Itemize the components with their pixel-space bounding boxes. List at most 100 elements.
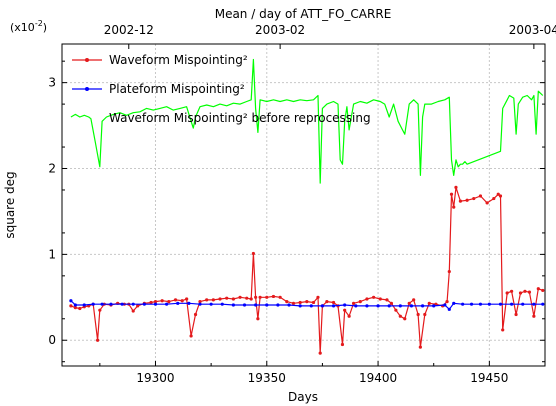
series-2	[70, 58, 544, 184]
data-point	[340, 342, 345, 347]
chart-title: Mean / day of ATT_FO_CARRE	[215, 7, 392, 21]
data-point	[242, 303, 247, 307]
data-point	[447, 269, 451, 274]
data-point	[142, 302, 146, 306]
data-point	[498, 302, 503, 306]
data-point	[187, 301, 191, 305]
data-point	[109, 302, 113, 306]
legend-label: Waveform Mispointing² before reprocessin…	[109, 111, 371, 125]
data-point	[325, 300, 329, 304]
data-point	[173, 298, 178, 302]
series-0	[69, 185, 545, 355]
data-point	[251, 251, 256, 256]
data-point	[478, 194, 483, 198]
data-point	[427, 301, 431, 305]
top-tick-label: 2003-02	[255, 23, 305, 37]
data-point	[96, 338, 100, 342]
data-point	[298, 304, 302, 308]
data-point	[351, 301, 356, 305]
data-point	[452, 205, 456, 209]
data-point	[271, 294, 276, 299]
data-point	[131, 302, 135, 306]
data-point	[231, 297, 235, 301]
data-point	[176, 301, 180, 305]
data-point	[305, 300, 309, 304]
data-point	[469, 302, 474, 306]
data-point	[343, 303, 347, 307]
y-axis-label: square deg	[3, 171, 17, 238]
x-tick-label: 19350	[248, 371, 286, 385]
data-point	[309, 304, 313, 308]
data-point	[245, 296, 249, 300]
data-point	[343, 308, 347, 312]
legend-marker	[85, 58, 89, 62]
data-point	[69, 299, 73, 303]
y-tick-label: 3	[48, 76, 56, 90]
plot-frame	[61, 43, 546, 367]
data-point	[318, 351, 322, 355]
data-point	[320, 304, 325, 308]
data-point	[498, 194, 503, 198]
data-point	[265, 295, 269, 299]
data-point	[265, 303, 269, 307]
axes: 19300 19350 19400 19450 0 1 2 3 2002-12 2003-02 20…	[48, 23, 556, 385]
data-point	[418, 345, 422, 349]
data-point	[225, 296, 229, 300]
data-point	[372, 295, 376, 299]
data-point	[249, 297, 253, 301]
y-scale-label: (x10-2)	[10, 19, 47, 34]
data-point	[291, 301, 296, 305]
data-point	[510, 302, 514, 306]
legend-marker	[85, 87, 89, 91]
data-point	[518, 291, 523, 295]
grid	[62, 44, 545, 366]
data-point	[73, 306, 77, 310]
data-point	[485, 201, 489, 205]
data-point	[407, 301, 411, 305]
data-point	[149, 300, 153, 305]
legend-label: Plateform Mispointing²	[109, 82, 245, 96]
data-point	[258, 295, 262, 299]
data-point	[180, 299, 184, 303]
data-point	[445, 300, 449, 304]
data-point	[218, 297, 222, 301]
x-tick-label: 19300	[136, 371, 174, 385]
data-point	[465, 198, 469, 202]
data-point	[198, 302, 202, 306]
data-point	[478, 302, 483, 306]
data-point	[409, 304, 414, 308]
data-point	[492, 196, 496, 201]
data-point	[514, 312, 518, 317]
data-point	[403, 317, 407, 321]
data-point	[185, 297, 189, 301]
data-point	[316, 295, 320, 299]
data-point	[331, 304, 336, 308]
data-point	[365, 304, 369, 308]
data-point	[452, 301, 456, 305]
top-tick-label: 2002-12	[104, 23, 154, 37]
data-point	[416, 312, 420, 317]
data-point	[131, 309, 135, 313]
data-point	[385, 298, 389, 302]
series-1	[69, 299, 545, 311]
data-point	[238, 295, 242, 299]
series-layer	[69, 58, 545, 355]
data-point	[189, 334, 193, 338]
x-axis-label: Days	[288, 390, 318, 404]
y-tick-label: 0	[48, 333, 56, 347]
data-point	[496, 192, 500, 196]
data-point	[254, 303, 258, 307]
data-point	[298, 300, 302, 305]
data-point	[378, 297, 382, 301]
data-point	[73, 303, 77, 307]
data-point	[527, 290, 532, 294]
data-point	[165, 302, 169, 306]
data-point	[347, 314, 351, 318]
data-point	[153, 302, 158, 306]
data-point	[193, 312, 198, 317]
data-point	[454, 185, 458, 189]
data-point	[136, 304, 140, 308]
data-point	[501, 328, 505, 332]
data-point	[100, 302, 104, 306]
